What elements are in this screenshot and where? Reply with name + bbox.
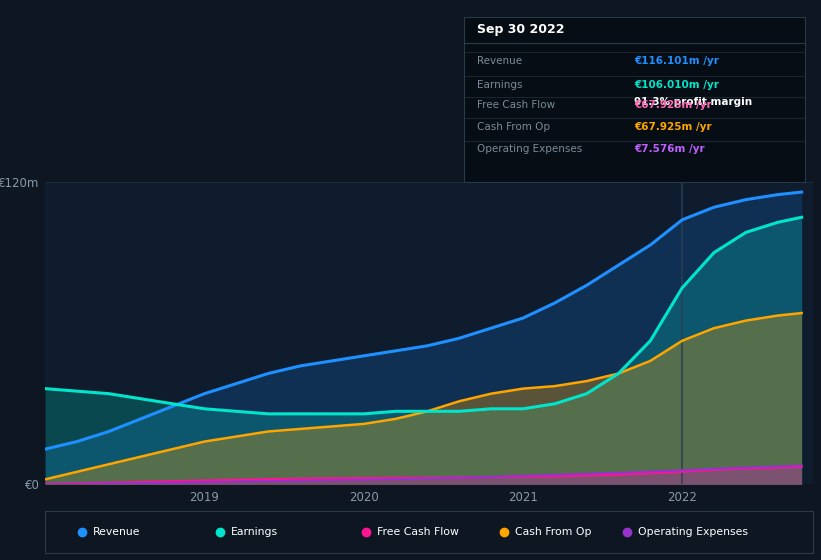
Text: Revenue: Revenue: [93, 528, 140, 537]
Text: Sep 30 2022: Sep 30 2022: [478, 23, 565, 36]
Text: 91.3% profit margin: 91.3% profit margin: [635, 97, 752, 107]
Text: Earnings: Earnings: [478, 80, 523, 90]
Text: Free Cash Flow: Free Cash Flow: [478, 100, 556, 110]
Text: Cash From Op: Cash From Op: [478, 122, 551, 132]
Text: Cash From Op: Cash From Op: [515, 528, 591, 537]
Text: €7.576m /yr: €7.576m /yr: [635, 144, 705, 154]
Text: Free Cash Flow: Free Cash Flow: [377, 528, 459, 537]
Text: Earnings: Earnings: [231, 528, 278, 537]
Text: €116.101m /yr: €116.101m /yr: [635, 55, 719, 66]
Text: Operating Expenses: Operating Expenses: [638, 528, 748, 537]
Text: Revenue: Revenue: [478, 55, 523, 66]
Text: €106.010m /yr: €106.010m /yr: [635, 80, 719, 90]
Text: Operating Expenses: Operating Expenses: [478, 144, 583, 154]
Text: €67.925m /yr: €67.925m /yr: [635, 122, 712, 132]
Text: €67.925m /yr: €67.925m /yr: [635, 100, 712, 110]
